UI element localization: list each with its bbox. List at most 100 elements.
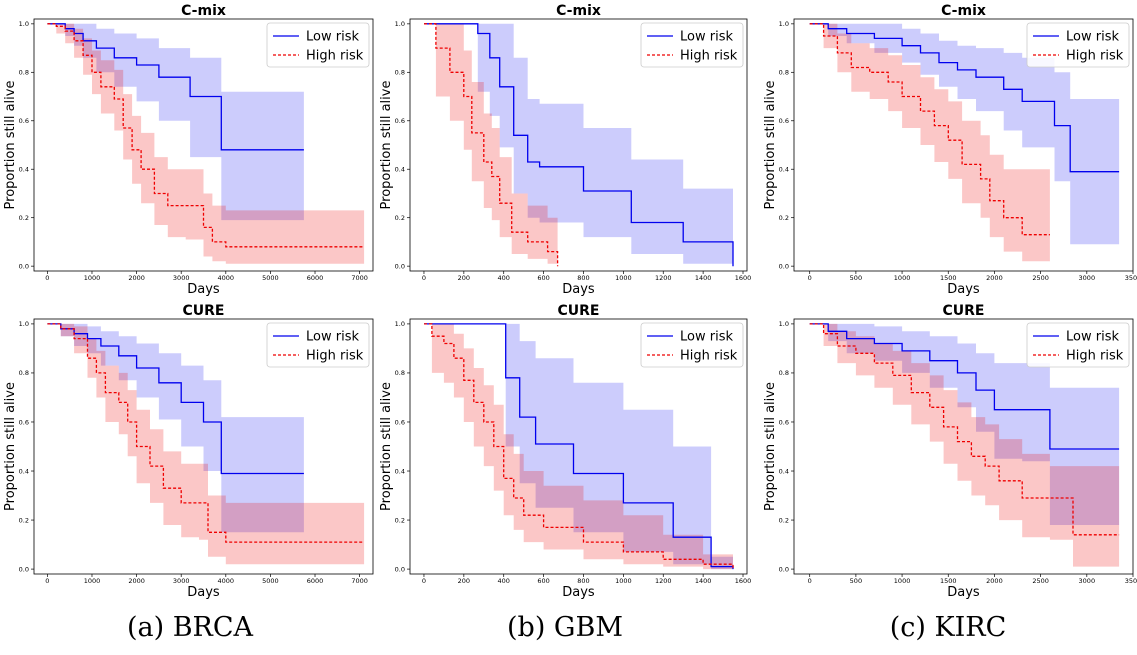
- y-tick-label: 0.0: [395, 262, 405, 270]
- x-tick-label: 800: [577, 274, 589, 282]
- x-tick-label: 6000: [307, 274, 324, 282]
- x-tick-label: 500: [850, 577, 862, 585]
- y-tick-label: 1.0: [19, 320, 29, 328]
- legend: Low risk High risk: [266, 322, 370, 368]
- chart-panel-3: 0 1000 2000 3000 4000 5000 6000 7000 0.0 0.2 0.4 0.…: [3, 303, 374, 600]
- x-tick-label: 3000: [173, 274, 190, 282]
- x-tick-label: 4000: [218, 274, 235, 282]
- ci-band-low: [809, 23, 1120, 245]
- legend: Low risk High risk: [1026, 22, 1130, 68]
- legend-label-high: High risk: [680, 349, 738, 364]
- chart-title: C-mix: [941, 3, 986, 19]
- x-tick-label: 6000: [307, 577, 324, 585]
- x-tick-label: 0: [422, 577, 426, 585]
- y-axis-label: Proportion still alive: [3, 382, 18, 511]
- x-tick-label: 800: [577, 577, 589, 585]
- plot-frame: [793, 18, 1134, 272]
- figure: 0 1000 2000 3000 4000 5000 6000 70000.00.20.40.…: [3, 3, 1137, 600]
- x-tick-label: 2000: [128, 274, 145, 282]
- x-tick-label: 400: [498, 274, 510, 282]
- ci-band-high: [809, 323, 1120, 567]
- x-tick-label: 1500: [940, 577, 957, 585]
- survival-line-high: [47, 323, 365, 543]
- legend: Low risk High risk: [640, 322, 744, 368]
- x-tick-label: 1000: [615, 577, 632, 585]
- x-tick-label: 5000: [262, 577, 279, 585]
- x-tick-label: 200: [458, 577, 470, 585]
- x-tick-label: 1600: [735, 577, 752, 585]
- y-tick-label: 0.4: [19, 166, 29, 174]
- y-tick-label: 0.2: [19, 516, 29, 524]
- x-tick-label: 1000: [84, 577, 101, 585]
- y-tick-label: 0.2: [395, 214, 405, 222]
- legend-label-low: Low risk: [1066, 30, 1119, 45]
- x-tick-label: 0: [45, 577, 49, 585]
- x-tick-label: 1500: [940, 274, 957, 282]
- y-tick-label: 0.4: [395, 166, 405, 174]
- ci-band-low: [424, 23, 733, 267]
- legend-label-low: Low risk: [306, 330, 359, 345]
- x-tick-label: 2500: [1032, 274, 1049, 282]
- ci-band-low: [47, 23, 304, 221]
- y-tick-label: 1.0: [779, 20, 789, 28]
- chart-title: CURE: [183, 303, 225, 319]
- legend-box: [266, 22, 370, 68]
- chart-panel-0: 0 1000 2000 3000 4000 5000 6000 7000 0.0 0.2 0.4 0.…: [3, 3, 374, 297]
- ci-band-low: [47, 323, 304, 533]
- x-tick-label: 3000: [173, 577, 190, 585]
- x-tick-label: 2000: [986, 274, 1003, 282]
- y-axis-label: Proportion still alive: [379, 81, 394, 210]
- legend-label-low: Low risk: [306, 30, 359, 45]
- survival-line-high: [424, 23, 559, 267]
- y-tick-label: 0.0: [19, 262, 29, 270]
- y-axis-label: Proportion still alive: [3, 81, 18, 210]
- plot-frame: [33, 318, 374, 575]
- x-axis-label: Days: [562, 282, 595, 297]
- y-tick-label: 0.4: [19, 467, 29, 475]
- ci-band-high: [809, 23, 1050, 262]
- chart-panel-4: 0 200 400 600 800 1000 1200 1400 1600 0.0 0.2 0.4 0.…: [379, 303, 751, 600]
- x-tick-label: 0: [422, 274, 426, 282]
- x-tick-label: 1000: [894, 577, 911, 585]
- survival-line-low: [424, 23, 734, 267]
- y-tick-label: 0.8: [395, 369, 405, 377]
- legend-label-high: High risk: [1066, 349, 1124, 364]
- x-tick-label: 0: [808, 274, 812, 282]
- survival-line-high: [809, 323, 1120, 536]
- plot-frame: [409, 318, 748, 575]
- y-tick-label: 0.8: [395, 69, 405, 77]
- y-tick-label: 0.8: [19, 69, 29, 77]
- chart-title: C-mix: [556, 3, 601, 19]
- legend-box: [640, 22, 744, 68]
- chart-title: CURE: [943, 303, 985, 319]
- y-tick-label: 0.8: [779, 69, 789, 77]
- y-tick-label: 0.6: [19, 117, 29, 125]
- y-axis-label: Proportion still alive: [763, 382, 778, 511]
- legend-label-high: High risk: [306, 49, 364, 64]
- y-tick-label: 0.6: [779, 418, 789, 426]
- legend-box: [266, 322, 370, 368]
- y-tick-label: 0.2: [779, 516, 789, 524]
- x-tick-label: 400: [498, 577, 510, 585]
- x-tick-label: 3000: [1079, 577, 1096, 585]
- survival-line-high: [809, 23, 1050, 236]
- caption-brca: (a) BRCA: [126, 612, 254, 643]
- x-tick-label: 200: [458, 274, 470, 282]
- legend-box: [1026, 322, 1130, 368]
- x-tick-label: 1200: [655, 577, 672, 585]
- chart-panel-1: 0 200 400 600 800 1000 1200 1400 1600 0.0 0.2 0.4 0.…: [379, 3, 751, 297]
- y-tick-label: 0.6: [395, 418, 405, 426]
- y-tick-label: 0.2: [395, 516, 405, 524]
- x-tick-label: 3000: [1079, 274, 1096, 282]
- y-tick-label: 0.6: [779, 117, 789, 125]
- y-tick-label: 0.4: [395, 467, 405, 475]
- x-tick-label: 2000: [986, 577, 1003, 585]
- y-tick-label: 0.8: [779, 369, 789, 377]
- legend-label-low: Low risk: [680, 330, 733, 345]
- y-tick-label: 0.4: [779, 166, 789, 174]
- ci-band-low: [424, 323, 733, 570]
- legend: Low risk High risk: [1026, 322, 1130, 368]
- plot-frame: [793, 318, 1134, 575]
